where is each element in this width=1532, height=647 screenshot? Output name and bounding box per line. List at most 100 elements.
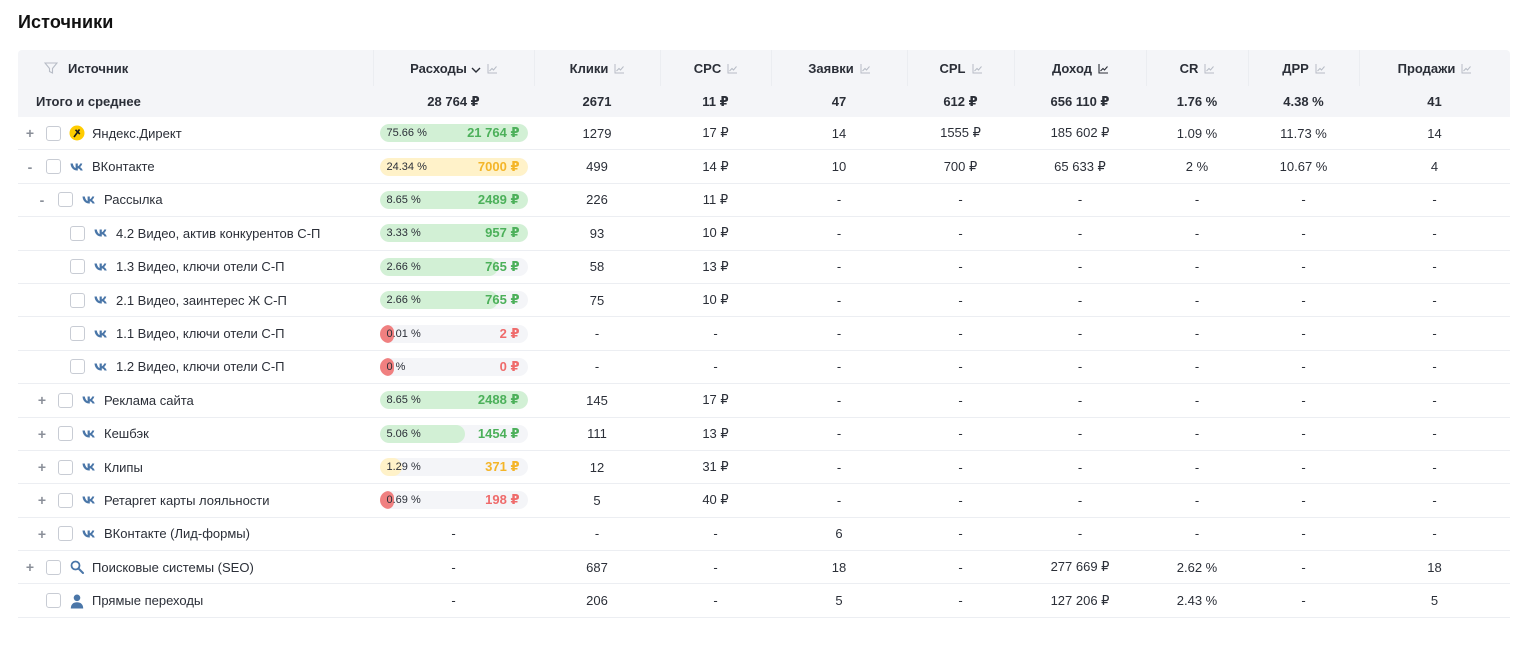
column-header-revenue[interactable]: Доход <box>1014 50 1146 86</box>
revenue-cell: 127 206 ₽ <box>1050 592 1110 608</box>
totals-leads: 47 <box>831 94 847 109</box>
sort-desc-icon[interactable] <box>471 63 481 73</box>
source-name[interactable]: 1.3 Видео, ключи отели С-П <box>116 259 285 275</box>
column-header-drr[interactable]: ДРР <box>1248 50 1359 86</box>
column-header-clicks[interactable]: Клики <box>534 50 660 86</box>
table-row[interactable]: - Рассылка 8.65 % 2489 ₽ 226 11 ₽ - - - - - - <box>18 184 1510 218</box>
source-name[interactable]: Яндекс.Директ <box>92 125 182 141</box>
source-name[interactable]: ВКонтакте (Лид-формы) <box>104 526 250 542</box>
chart-icon[interactable] <box>972 63 983 74</box>
row-checkbox[interactable] <box>58 492 73 508</box>
table-row[interactable]: + Яндекс.Директ 75.66 % 21 764 ₽ 1279 17 ₽ 14 1… <box>18 117 1510 151</box>
revenue-cell: - <box>1077 292 1083 308</box>
expand-toggle[interactable]: + <box>37 425 47 442</box>
source-name[interactable]: Ретаргет карты лояльности <box>104 492 270 508</box>
spend-share-bar: 8.65 % 2489 ₽ <box>379 190 528 209</box>
source-cell: + Кешбэк <box>18 418 373 450</box>
table-row[interactable]: + Клипы 1.29 % 371 ₽ 12 31 ₽ - - - - - - <box>18 451 1510 485</box>
column-header-sales[interactable]: Продажи <box>1359 50 1510 86</box>
table-row[interactable]: + Поисковые системы (SEO) - 687 - 18 - 277 669 … <box>18 551 1510 585</box>
leads-cell: 18 <box>831 559 847 575</box>
expand-toggle[interactable]: + <box>25 559 35 576</box>
spend-value: - <box>451 559 456 575</box>
source-name[interactable]: 2.1 Видео, заинтерес Ж С-П <box>116 292 287 308</box>
column-header-source[interactable]: Источник <box>18 50 373 86</box>
table-row[interactable]: + Ретаргет карты лояльности 0.69 % 198 ₽ 5 40… <box>18 484 1510 518</box>
table-row[interactable]: 1.3 Видео, ключи отели С-П 2.66 % 765 ₽ 58 1… <box>18 251 1510 284</box>
cpl-cell: - <box>958 292 963 308</box>
row-checkbox[interactable] <box>46 159 61 175</box>
spend-share-bar: 0.01 % 2 ₽ <box>379 324 528 343</box>
expand-toggle[interactable]: + <box>25 125 35 142</box>
expand-toggle[interactable]: + <box>37 525 47 542</box>
row-checkbox[interactable] <box>70 259 85 275</box>
table-row[interactable]: 1.1 Видео, ключи отели С-П 0.01 % 2 ₽ - - - - -… <box>18 317 1510 351</box>
column-header-cr[interactable]: CR <box>1146 50 1248 86</box>
table-row[interactable]: 4.2 Видео, актив конкурентов С-П 3.33 % 95… <box>18 217 1510 251</box>
collapse-toggle[interactable]: - <box>39 191 45 208</box>
expand-toggle[interactable]: + <box>37 492 47 509</box>
column-header-cpl[interactable]: CPL <box>907 50 1014 86</box>
chart-icon[interactable] <box>860 63 871 74</box>
filter-icon[interactable] <box>43 61 59 75</box>
column-header-cpc[interactable]: CPC <box>660 50 771 86</box>
column-header-spend[interactable]: Расходы <box>373 50 534 86</box>
source-name[interactable]: 1.1 Видео, ключи отели С-П <box>116 326 285 342</box>
cr-cell: - <box>1194 426 1200 442</box>
row-checkbox[interactable] <box>46 125 61 141</box>
source-name[interactable]: Кешбэк <box>104 426 149 442</box>
sales-cell: - <box>1432 292 1437 308</box>
column-header-leads-label: Заявки <box>808 60 854 76</box>
source-name[interactable]: Поисковые системы (SEO) <box>92 559 254 575</box>
cpl-cell: 700 ₽ <box>943 158 978 174</box>
clicks-cell: 5 <box>593 492 601 508</box>
row-checkbox[interactable] <box>58 392 73 408</box>
row-checkbox[interactable] <box>58 426 73 442</box>
source-name[interactable]: Клипы <box>104 459 143 475</box>
table-row[interactable]: - ВКонтакте 24.34 % 7000 ₽ 499 14 ₽ 10 700 ₽ 65 … <box>18 150 1510 184</box>
cpl-cell: - <box>958 326 963 342</box>
row-checkbox[interactable] <box>70 326 85 342</box>
source-name[interactable]: Прямые переходы <box>92 593 204 609</box>
row-checkbox[interactable] <box>70 225 85 241</box>
chart-icon[interactable] <box>1461 63 1472 74</box>
source-name[interactable]: Реклама сайта <box>104 392 194 408</box>
row-checkbox[interactable] <box>46 559 61 575</box>
table-row[interactable]: Прямые переходы - 206 - 5 - 127 206 ₽ 2.43 % - 5 <box>18 584 1510 618</box>
source-name[interactable]: Рассылка <box>104 192 163 208</box>
source-cell: Прямые переходы <box>18 584 373 616</box>
row-checkbox[interactable] <box>46 593 61 609</box>
table-row[interactable]: + Кешбэк 5.06 % 1454 ₽ 111 13 ₽ - - - - - - <box>18 418 1510 451</box>
row-checkbox[interactable] <box>58 459 73 475</box>
source-name[interactable]: 4.2 Видео, актив конкурентов С-П <box>116 225 321 241</box>
totals-row: Итого и среднее 28 764 ₽ 2671 11 ₽ 47 61… <box>18 86 1510 117</box>
clicks-cell: 75 <box>589 292 605 308</box>
collapse-toggle[interactable]: - <box>27 158 33 175</box>
expand-toggle[interactable]: + <box>37 392 47 409</box>
chart-icon[interactable] <box>487 63 498 74</box>
revenue-cell: - <box>1077 459 1083 475</box>
chart-icon[interactable] <box>1204 63 1215 74</box>
sources-table: Источник Расходы Клики CPC Заявки CPL До… <box>18 50 1510 618</box>
chart-icon[interactable] <box>614 63 625 74</box>
spend-value: 2488 ₽ <box>477 392 520 408</box>
table-row[interactable]: 1.2 Видео, ключи отели С-П 0 % 0 ₽ - - - - - - - - <box>18 351 1510 385</box>
row-checkbox[interactable] <box>58 526 73 542</box>
row-checkbox[interactable] <box>70 292 85 308</box>
column-header-leads[interactable]: Заявки <box>771 50 907 86</box>
chart-icon[interactable] <box>727 63 738 74</box>
source-name[interactable]: 1.2 Видео, ключи отели С-П <box>116 359 285 375</box>
spend-value: 957 ₽ <box>485 225 520 241</box>
source-name[interactable]: ВКонтакте <box>92 159 155 175</box>
sales-cell: - <box>1432 459 1437 475</box>
chart-icon[interactable] <box>1315 63 1326 74</box>
table-row[interactable]: + ВКонтакте (Лид-формы) - - - 6 - - - - - <box>18 518 1510 552</box>
row-checkbox[interactable] <box>58 192 73 208</box>
chart-icon[interactable] <box>1098 63 1109 74</box>
cr-cell: - <box>1194 459 1200 475</box>
expand-toggle[interactable]: + <box>37 459 47 476</box>
cpc-cell: 13 ₽ <box>702 425 729 441</box>
row-checkbox[interactable] <box>70 359 85 375</box>
table-row[interactable]: + Реклама сайта 8.65 % 2488 ₽ 145 17 ₽ - - - - - - <box>18 384 1510 418</box>
table-row[interactable]: 2.1 Видео, заинтерес Ж С-П 2.66 % 765 ₽ 75 1… <box>18 284 1510 318</box>
